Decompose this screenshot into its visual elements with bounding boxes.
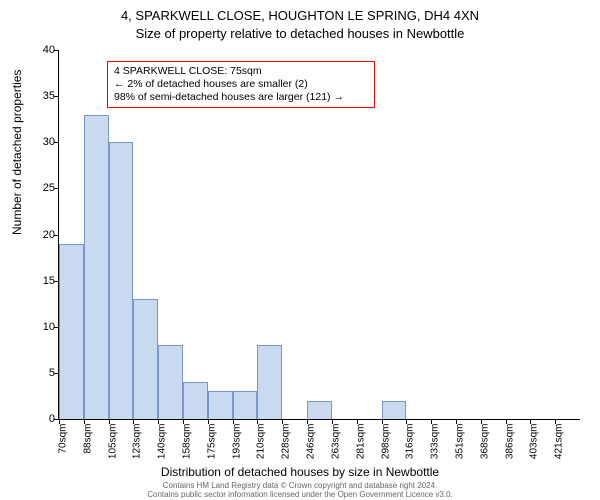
histogram-bar	[158, 345, 183, 419]
annotation-box: 4 SPARKWELL CLOSE: 75sqm← 2% of detached…	[107, 61, 375, 108]
x-tick-label: 123sqm	[132, 424, 143, 460]
x-tick-label: 316sqm	[405, 424, 416, 460]
y-tick-label: 10	[25, 321, 55, 333]
y-tick-label: 30	[25, 136, 55, 148]
histogram-bar	[84, 115, 109, 419]
x-tick-label: 263sqm	[330, 424, 341, 460]
footer-line2: Contains public sector information licen…	[0, 491, 600, 500]
x-tick-label: 175sqm	[206, 424, 217, 460]
histogram-bar	[257, 345, 282, 419]
x-tick-label: 281sqm	[355, 424, 366, 460]
x-tick-label: 351sqm	[454, 424, 465, 460]
y-tick-label: 40	[25, 44, 55, 56]
plot-inner: 051015202530354070sqm88sqm105sqm123sqm14…	[58, 50, 580, 420]
x-tick-label: 246sqm	[306, 424, 317, 460]
y-tick-mark	[54, 142, 59, 143]
x-tick-label: 88sqm	[82, 424, 93, 454]
chart-title-line1: 4, SPARKWELL CLOSE, HOUGHTON LE SPRING, …	[0, 8, 600, 23]
x-tick-label: 368sqm	[479, 424, 490, 460]
histogram-bar	[307, 401, 332, 419]
y-tick-label: 20	[25, 229, 55, 241]
annotation-line: 4 SPARKWELL CLOSE: 75sqm	[114, 65, 368, 78]
x-tick-label: 386sqm	[504, 424, 515, 460]
y-axis-label: Number of detached properties	[10, 70, 24, 235]
x-tick-label: 70sqm	[58, 424, 69, 454]
x-tick-label: 228sqm	[281, 424, 292, 460]
x-tick-label: 210sqm	[256, 424, 267, 460]
y-tick-mark	[54, 96, 59, 97]
histogram-bar	[382, 401, 407, 419]
x-tick-label: 403sqm	[529, 424, 540, 460]
y-tick-label: 0	[25, 413, 55, 425]
histogram-bar	[109, 142, 134, 419]
x-tick-label: 193sqm	[231, 424, 242, 460]
x-tick-label: 140sqm	[157, 424, 168, 460]
histogram-bar	[233, 391, 258, 419]
y-tick-label: 35	[25, 90, 55, 102]
x-axis-label: Distribution of detached houses by size …	[0, 465, 600, 479]
histogram-bar	[59, 244, 84, 419]
x-tick-label: 298sqm	[380, 424, 391, 460]
x-tick-label: 158sqm	[182, 424, 193, 460]
y-tick-label: 15	[25, 275, 55, 287]
annotation-line: ← 2% of detached houses are smaller (2)	[114, 78, 368, 91]
plot-area: 051015202530354070sqm88sqm105sqm123sqm14…	[58, 50, 580, 420]
x-tick-label: 333sqm	[430, 424, 441, 460]
y-tick-mark	[54, 50, 59, 51]
footer-attribution: Contains HM Land Registry data © Crown c…	[0, 482, 600, 500]
chart-title-line2: Size of property relative to detached ho…	[0, 26, 600, 41]
y-tick-label: 25	[25, 182, 55, 194]
histogram-bar	[133, 299, 158, 419]
histogram-bar	[183, 382, 208, 419]
y-tick-mark	[54, 188, 59, 189]
histogram-chart: 4, SPARKWELL CLOSE, HOUGHTON LE SPRING, …	[0, 0, 600, 500]
y-tick-mark	[54, 235, 59, 236]
histogram-bar	[208, 391, 233, 419]
x-tick-label: 105sqm	[107, 424, 118, 460]
y-tick-label: 5	[25, 367, 55, 379]
x-tick-label: 421sqm	[554, 424, 565, 460]
annotation-line: 98% of semi-detached houses are larger (…	[114, 91, 368, 104]
